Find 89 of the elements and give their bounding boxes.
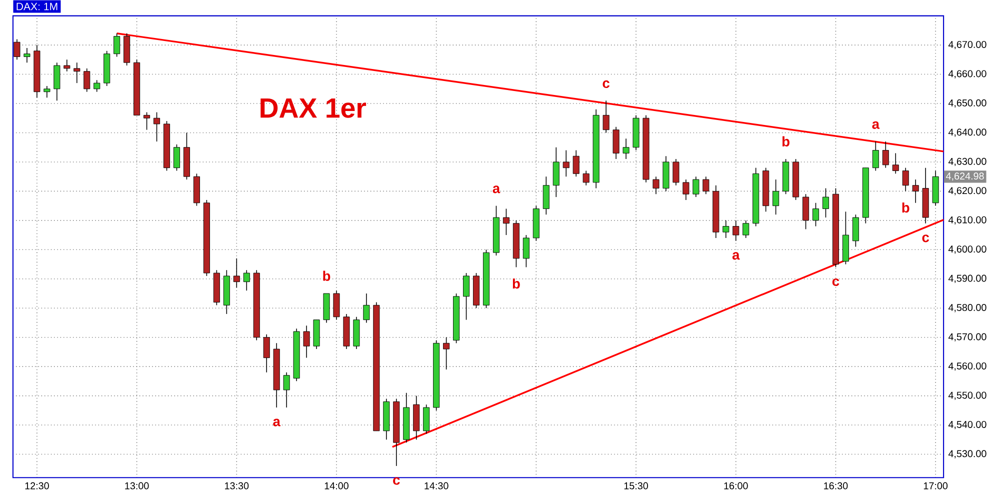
candlestick xyxy=(84,68,90,92)
annotation: 4,624.98 xyxy=(946,172,984,180)
candlestick xyxy=(802,194,810,230)
x-tick-label: 17:00 xyxy=(924,482,948,490)
annotation: a xyxy=(872,121,880,129)
y-tick-label: 4,640.00 xyxy=(948,128,986,137)
y-tick-label: 4,570.00 xyxy=(948,333,986,342)
candlestick xyxy=(572,150,580,177)
y-tick-label: 4,660.00 xyxy=(948,70,986,78)
candlestick xyxy=(882,140,889,168)
candlestick xyxy=(263,334,270,373)
candlestick xyxy=(144,112,150,130)
y-tick-label: 4,560.00 xyxy=(948,362,986,370)
y-tick-label: 4,530.00 xyxy=(948,450,986,458)
y-tick-label: 4,580.00 xyxy=(948,304,986,312)
candlestick xyxy=(692,176,700,198)
x-tick-label: 14:30 xyxy=(424,482,448,490)
x-tick-label: 13:00 xyxy=(125,482,149,490)
candlestick xyxy=(463,272,470,320)
y-tick-label: 4,550.00 xyxy=(948,391,986,400)
candlestick xyxy=(443,336,450,370)
candlestick xyxy=(912,178,919,204)
candlestick xyxy=(502,208,510,236)
candlestick xyxy=(542,176,550,215)
y-tick-label: 4,540.00 xyxy=(948,420,986,429)
x-tick-label: 16:00 xyxy=(724,482,748,490)
candlestick xyxy=(333,290,340,320)
candlestick xyxy=(872,140,879,171)
candlestick xyxy=(612,126,620,160)
x-tick-label: 15:30 xyxy=(624,482,648,490)
candlestick xyxy=(14,38,20,60)
x-tick-label: 16:30 xyxy=(824,482,848,490)
candlestick xyxy=(363,292,370,323)
candlestick xyxy=(652,176,660,194)
candlestick xyxy=(154,112,160,142)
candlestick xyxy=(522,234,530,268)
candlestick xyxy=(283,372,290,408)
annotation: b xyxy=(323,270,330,281)
annotation: a xyxy=(732,252,740,260)
candlestick xyxy=(702,176,710,194)
candlestick xyxy=(54,62,60,101)
x-tick-label: 14:00 xyxy=(324,482,348,490)
y-tick-label: 4,650.00 xyxy=(948,99,986,108)
candlestick xyxy=(812,202,820,226)
candlestick xyxy=(303,325,310,358)
candlestick xyxy=(822,188,829,218)
y-tick-label: 4,630.00 xyxy=(948,158,986,166)
candlestick xyxy=(902,167,909,192)
y-tick-label: 4,670.00 xyxy=(948,40,986,49)
annotation: a xyxy=(273,418,280,426)
candlestick xyxy=(892,152,899,174)
y-tick-label: 4,610.00 xyxy=(948,216,986,224)
candlestick xyxy=(552,146,560,198)
annotation: c xyxy=(922,234,930,242)
y-tick-label: 4,620.00 xyxy=(948,186,986,196)
annotation: b xyxy=(902,202,910,212)
annotation: c xyxy=(602,80,610,88)
y-tick-label: 4,590.00 xyxy=(948,274,986,283)
annotation: b xyxy=(782,136,790,146)
annotation: a xyxy=(492,185,500,194)
x-tick-label: 12:30 xyxy=(25,482,49,490)
candlestick xyxy=(722,220,730,238)
annotation: c xyxy=(393,476,400,485)
text: DAX 1er xyxy=(260,98,366,118)
candlestick xyxy=(682,178,690,200)
candlestick xyxy=(233,258,240,288)
candlestick xyxy=(672,158,680,186)
candlestick xyxy=(44,85,50,98)
candlestick xyxy=(94,80,100,92)
candlestick xyxy=(772,178,780,215)
chart-title: DAX: 1M xyxy=(16,2,58,10)
candlestick xyxy=(114,32,120,57)
candlestick xyxy=(243,270,250,291)
candlestick xyxy=(852,214,859,247)
candlestick xyxy=(173,144,180,171)
annotation: c xyxy=(832,278,840,286)
candlestick xyxy=(742,220,750,238)
candlestick xyxy=(622,138,630,160)
candlestick xyxy=(602,100,610,133)
candlestick xyxy=(423,404,430,434)
candlestick xyxy=(732,220,740,242)
y-tick-label: 4,600.00 xyxy=(948,245,986,254)
candlestick xyxy=(562,150,570,177)
candlestick xyxy=(74,62,80,84)
candlestick xyxy=(24,47,30,63)
candlestick xyxy=(582,170,590,186)
candlestick xyxy=(64,59,70,72)
annotation: b xyxy=(512,278,520,288)
x-tick-label: 13:30 xyxy=(225,482,249,490)
